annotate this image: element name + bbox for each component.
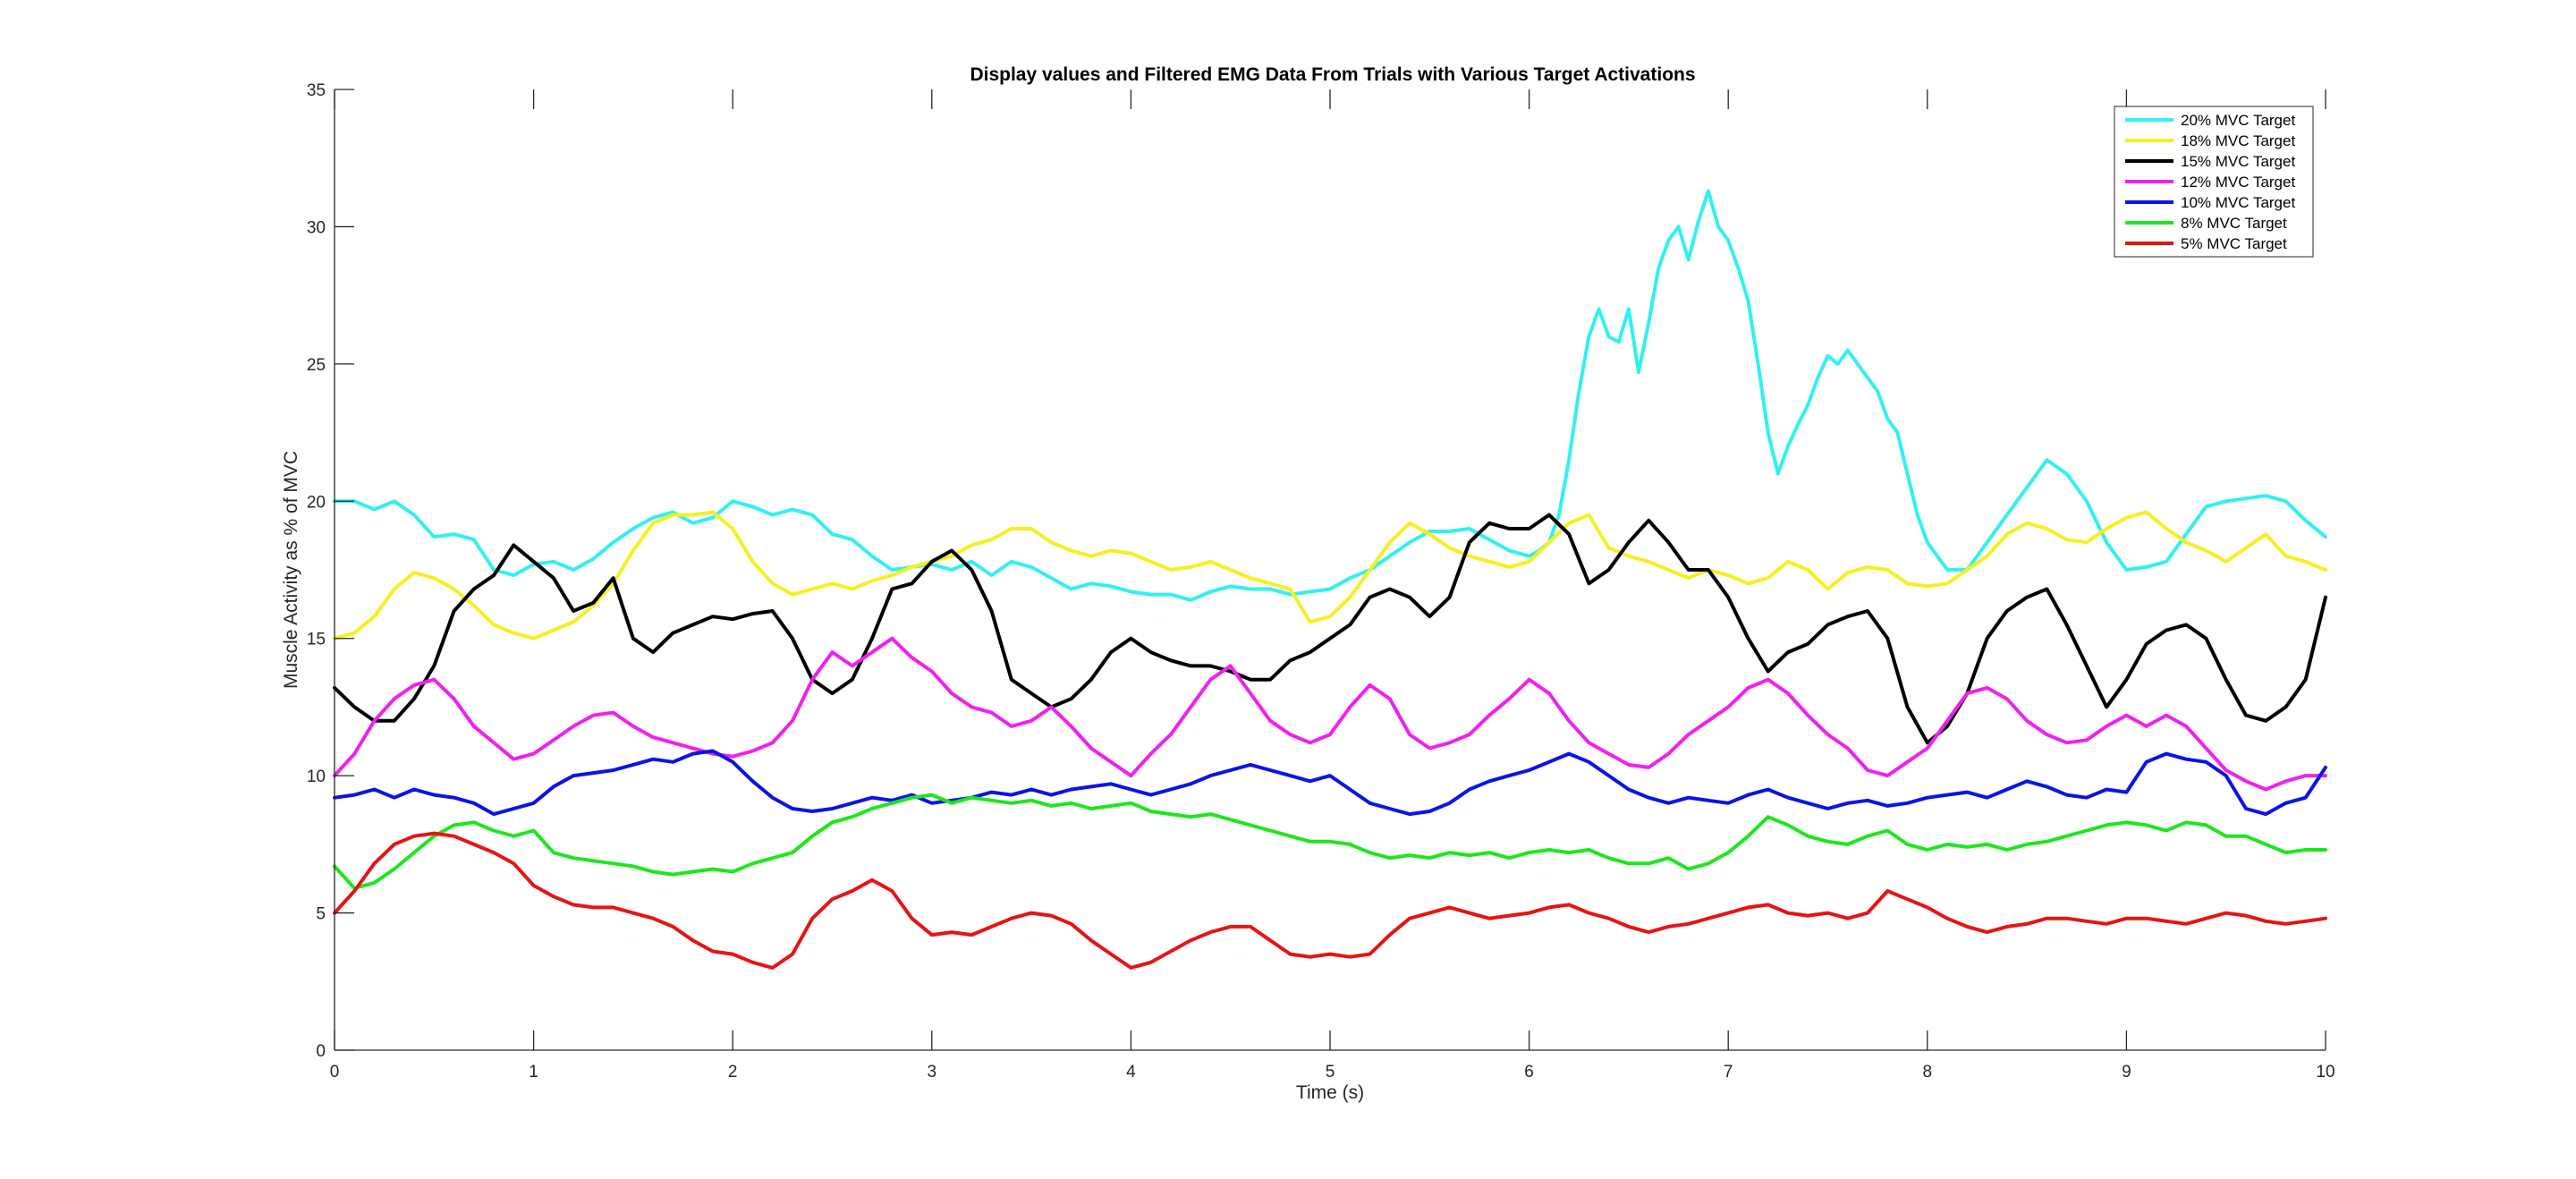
y-axis-ticks: 0 5 10 15 20 25 30 35 xyxy=(307,81,354,1061)
legend-items: 20% MVC Target 18% MVC Target 15% MVC Targ… xyxy=(2125,112,2295,252)
x-tick-label: 9 xyxy=(2122,1063,2131,1081)
series-line-5pct-mvc-target xyxy=(333,831,2327,970)
legend-label-8pct-mvc-target: 8% MVC Target xyxy=(2181,215,2287,232)
x-tick-label: 8 xyxy=(1923,1063,1933,1081)
x-tick-label: 6 xyxy=(1524,1063,1534,1081)
y-axis-label: Muscle Activity as % of MVC xyxy=(281,451,301,689)
legend-label-15pct-mvc-target: 15% MVC Target xyxy=(2181,153,2295,170)
x-tick-label: 2 xyxy=(728,1063,738,1081)
legend-label-18pct-mvc-target: 18% MVC Target xyxy=(2181,132,2295,149)
legend-label-12pct-mvc-target: 12% MVC Target xyxy=(2181,174,2295,191)
x-tick-label: 5 xyxy=(1326,1063,1335,1081)
y-tick-label: 25 xyxy=(307,356,326,375)
x-tick-label: 10 xyxy=(2316,1063,2334,1081)
x-axis-ticks: 0 1 2 3 4 5 6 7 8 9 10 xyxy=(330,89,2335,1081)
x-axis-label: Time (s) xyxy=(1296,1082,1364,1103)
legend-label-10pct-mvc-target: 10% MVC Target xyxy=(2181,194,2295,211)
series-line-10pct-mvc-target xyxy=(333,749,2327,817)
y-tick-label: 30 xyxy=(307,218,326,237)
series-group xyxy=(333,189,2327,970)
chart-title: Display values and Filtered EMG Data Fro… xyxy=(970,64,1695,85)
chart-legend: 20% MVC Target 18% MVC Target 15% MVC Targ… xyxy=(2114,106,2314,258)
y-tick-label: 5 xyxy=(316,905,326,924)
series-line-15pct-mvc-target xyxy=(333,513,2327,745)
y-tick-label: 10 xyxy=(307,768,326,786)
series-line-12pct-mvc-target xyxy=(333,636,2327,792)
y-tick-label: 35 xyxy=(307,81,326,100)
x-tick-label: 4 xyxy=(1126,1063,1136,1081)
y-tick-label: 0 xyxy=(316,1042,326,1061)
y-tick-label: 15 xyxy=(307,631,326,649)
x-tick-label: 0 xyxy=(330,1063,340,1081)
legend-label-5pct-mvc-target: 5% MVC Target xyxy=(2181,235,2287,252)
x-tick-label: 3 xyxy=(928,1063,937,1081)
y-tick-label: 20 xyxy=(307,493,326,512)
plot-area: 0 1 2 3 4 5 6 7 8 9 10 0 5 10 15 20 25 30 35 xyxy=(307,81,2335,1081)
legend-label-20pct-mvc-target: 20% MVC Target xyxy=(2181,112,2295,129)
x-tick-label: 7 xyxy=(1724,1063,1733,1081)
series-line-8pct-mvc-target xyxy=(333,793,2327,890)
series-line-20pct-mvc-target xyxy=(333,189,2327,602)
series-line-18pct-mvc-target xyxy=(333,510,2327,640)
x-tick-label: 1 xyxy=(529,1063,538,1081)
plot-background xyxy=(335,89,2326,1050)
